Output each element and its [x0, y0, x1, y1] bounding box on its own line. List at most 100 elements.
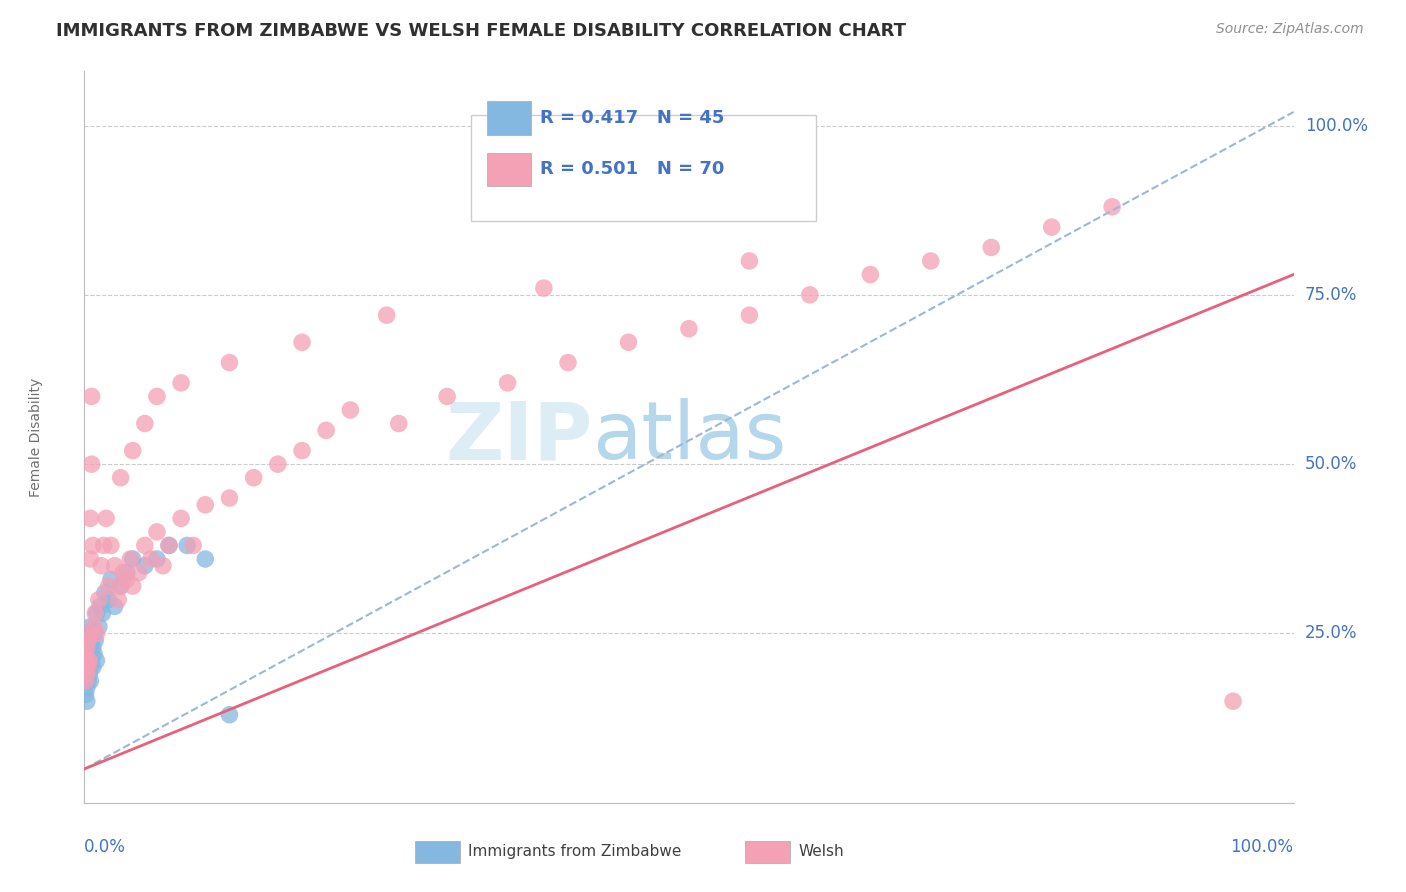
FancyBboxPatch shape: [486, 102, 530, 135]
Point: [388, 417, 411, 431]
Point: [738, 308, 761, 322]
Point: [79, 511, 101, 525]
Point: [110, 579, 132, 593]
Bar: [415, 841, 460, 863]
Point: [121, 579, 143, 593]
Point: [112, 566, 135, 580]
Point: [76, 654, 98, 668]
Point: [84, 606, 107, 620]
Point: [170, 511, 193, 525]
Point: [139, 552, 162, 566]
Text: R = 0.417   N = 45: R = 0.417 N = 45: [540, 109, 724, 128]
Point: [100, 572, 122, 586]
Point: [87, 620, 110, 634]
Point: [94, 586, 117, 600]
Text: Female Disability: Female Disability: [28, 377, 42, 497]
Point: [121, 443, 143, 458]
Point: [82, 538, 104, 552]
FancyBboxPatch shape: [471, 115, 815, 221]
Point: [176, 538, 198, 552]
Point: [799, 288, 821, 302]
Point: [76, 694, 98, 708]
Point: [75, 633, 97, 648]
Point: [128, 566, 150, 580]
Point: [157, 538, 180, 552]
Point: [291, 443, 314, 458]
Text: ZIP: ZIP: [444, 398, 592, 476]
Point: [77, 660, 100, 674]
Point: [90, 558, 112, 573]
Point: [77, 654, 100, 668]
Point: [1222, 694, 1244, 708]
Point: [375, 308, 398, 322]
Text: Immigrants from Zimbabwe: Immigrants from Zimbabwe: [468, 845, 682, 859]
Point: [86, 626, 108, 640]
Point: [134, 417, 156, 431]
Point: [115, 572, 138, 586]
Point: [104, 599, 127, 614]
Text: 100.0%: 100.0%: [1305, 117, 1368, 135]
Point: [79, 620, 101, 634]
Point: [86, 606, 108, 620]
Point: [77, 626, 100, 640]
Point: [83, 626, 105, 640]
Text: Welsh: Welsh: [799, 845, 844, 859]
Point: [79, 660, 101, 674]
Point: [75, 688, 97, 702]
Text: 100.0%: 100.0%: [1230, 838, 1294, 855]
Point: [75, 647, 97, 661]
Point: [76, 681, 98, 695]
Point: [94, 511, 117, 525]
Point: [738, 254, 761, 268]
Point: [77, 673, 100, 688]
Point: [76, 640, 98, 654]
Point: [1040, 220, 1063, 235]
Point: [76, 667, 98, 681]
Text: R = 0.501   N = 70: R = 0.501 N = 70: [540, 161, 724, 178]
Point: [77, 654, 100, 668]
Point: [315, 423, 337, 437]
Point: [107, 592, 129, 607]
Point: [77, 667, 100, 681]
Point: [859, 268, 882, 282]
Point: [76, 640, 98, 654]
Point: [146, 524, 169, 539]
Text: 0.0%: 0.0%: [84, 838, 127, 855]
Point: [91, 606, 114, 620]
Point: [75, 673, 97, 688]
Point: [82, 660, 104, 674]
Point: [100, 538, 122, 552]
Point: [617, 335, 640, 350]
Text: Source: ZipAtlas.com: Source: ZipAtlas.com: [1216, 22, 1364, 37]
Point: [194, 552, 217, 566]
Text: IMMIGRANTS FROM ZIMBABWE VS WELSH FEMALE DISABILITY CORRELATION CHART: IMMIGRANTS FROM ZIMBABWE VS WELSH FEMALE…: [56, 22, 907, 40]
Point: [496, 376, 519, 390]
Point: [146, 389, 169, 403]
Text: atlas: atlas: [592, 398, 786, 476]
Point: [152, 558, 174, 573]
Point: [76, 654, 98, 668]
Point: [83, 647, 105, 661]
Point: [194, 498, 217, 512]
FancyBboxPatch shape: [486, 153, 530, 186]
Text: 25.0%: 25.0%: [1305, 624, 1357, 642]
Point: [134, 538, 156, 552]
Point: [110, 579, 132, 593]
Point: [678, 322, 700, 336]
Point: [93, 538, 115, 552]
Point: [242, 471, 264, 485]
Point: [84, 633, 107, 648]
Point: [75, 660, 97, 674]
Point: [104, 558, 127, 573]
Bar: [745, 841, 790, 863]
Point: [146, 552, 169, 566]
Point: [1101, 200, 1123, 214]
Point: [79, 673, 101, 688]
Point: [80, 457, 103, 471]
Point: [80, 654, 103, 668]
Point: [97, 592, 120, 607]
Point: [89, 599, 111, 614]
Point: [218, 355, 240, 369]
Point: [267, 457, 290, 471]
Point: [97, 579, 120, 593]
